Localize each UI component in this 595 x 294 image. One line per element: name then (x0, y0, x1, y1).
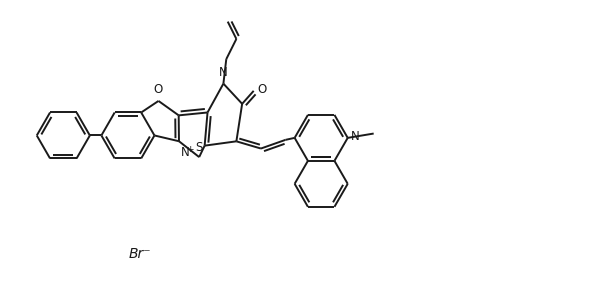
Text: N: N (180, 146, 189, 158)
Text: O: O (154, 83, 163, 96)
Text: Br⁻: Br⁻ (129, 247, 151, 261)
Text: S: S (195, 141, 202, 154)
Text: +: + (186, 145, 194, 154)
Text: N: N (219, 66, 228, 79)
Text: O: O (257, 83, 267, 96)
Text: N: N (351, 130, 360, 143)
